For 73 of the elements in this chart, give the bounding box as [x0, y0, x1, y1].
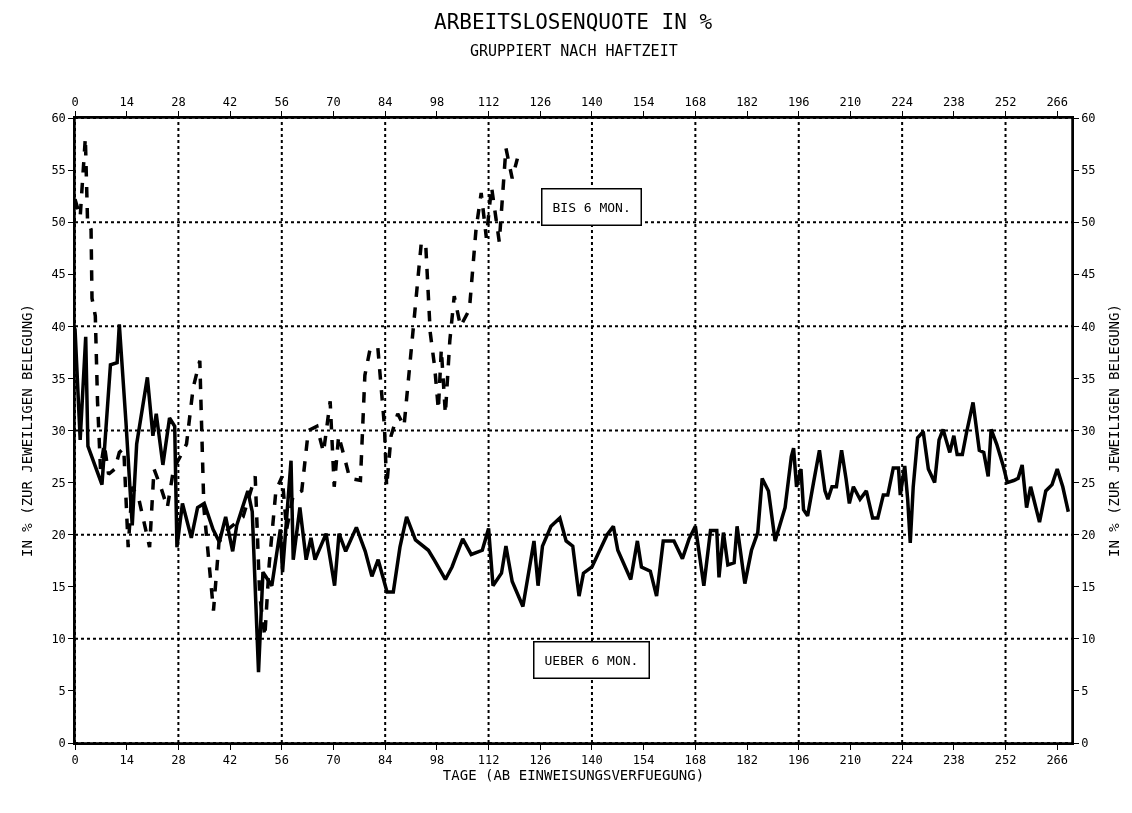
x2-tick-label: 266: [1046, 753, 1069, 768]
x2-tick-label: 28: [171, 753, 186, 768]
x-tick-label: 224: [891, 95, 913, 110]
y2-tick-label: 20: [1081, 527, 1096, 542]
x-tick-label: 238: [943, 95, 965, 110]
x2-tick-label: 0: [71, 753, 79, 768]
y-tick-label: 40: [51, 319, 66, 334]
x-tick-label: 84: [377, 95, 393, 110]
y2-tick-label: 30: [1081, 423, 1096, 438]
x2-tick-label: 84: [377, 753, 393, 768]
x2-tick-label: 126: [529, 753, 552, 768]
x2-tick-label: 42: [222, 753, 238, 768]
chart-title: ARBEITSLOSENQUOTE IN %: [434, 10, 713, 34]
y-tick-label: 30: [51, 423, 66, 438]
x2-tick-label: 14: [119, 753, 134, 768]
x-tick-label: 140: [581, 95, 603, 110]
y-tick-label: 55: [51, 163, 66, 178]
x-tick-label: 112: [477, 95, 500, 110]
y-tick-label: 15: [51, 579, 66, 594]
y2-tick-label: 60: [1081, 111, 1096, 126]
y-tick-label: 25: [51, 475, 66, 490]
x2-tick-label: 98: [429, 753, 445, 768]
x-tick-label: 0: [71, 95, 79, 110]
y2-axis-title: IN % (ZUR JEWEILIGEN BELEGUNG): [1106, 304, 1123, 557]
y2-tick-label: 50: [1081, 215, 1096, 230]
x2-tick-label: 210: [839, 753, 862, 768]
x-tick-label: 196: [787, 95, 810, 110]
x2-tick-label: 182: [736, 753, 758, 768]
text: UEBER 6 MON.: [544, 652, 639, 668]
x-tick-label: 28: [171, 95, 186, 110]
x-tick-label: 70: [326, 95, 341, 110]
x2-tick-label: 196: [787, 753, 810, 768]
x-tick-label: 126: [529, 95, 552, 110]
y-tick-label: 5: [58, 684, 66, 699]
x-tick-label: 252: [994, 95, 1017, 110]
x-tick-label: 98: [429, 95, 445, 110]
x2-tick-label: 112: [477, 753, 500, 768]
chart-subtitle: GRUPPIERT NACH HAFTZEIT: [470, 42, 678, 60]
y2-tick-label: 25: [1081, 475, 1096, 490]
x-tick-label: 56: [274, 95, 290, 110]
y2-tick-label: 55: [1081, 163, 1096, 178]
x2-tick-label: 252: [994, 753, 1017, 768]
x2-tick-label: 224: [891, 753, 913, 768]
x2-tick-label: 168: [684, 753, 707, 768]
y2-tick-label: 35: [1081, 371, 1096, 386]
x-tick-label: 182: [736, 95, 758, 110]
y-tick-label: 10: [51, 632, 66, 647]
y-tick-label: 35: [51, 371, 66, 386]
y2-tick-label: 15: [1081, 579, 1096, 594]
x-tick-label: 168: [684, 95, 707, 110]
x-tick-label: 14: [119, 95, 134, 110]
y2-tick-label: 40: [1081, 319, 1096, 334]
y2-tick-label: 45: [1081, 267, 1096, 282]
x2-tick-label: 140: [581, 753, 603, 768]
x-tick-label: 266: [1046, 95, 1069, 110]
x-tick-label: 210: [839, 95, 862, 110]
x2-tick-label: 56: [274, 753, 290, 768]
y-tick-label: 0: [58, 736, 66, 751]
y2-tick-label: 0: [1081, 736, 1089, 751]
x2-tick-label: 238: [943, 753, 965, 768]
x2-tick-label: 154: [632, 753, 655, 768]
x2-tick-label: 70: [326, 753, 341, 768]
y2-tick-label: 10: [1081, 632, 1096, 647]
y-axis-title: IN % (ZUR JEWEILIGEN BELEGUNG): [19, 304, 36, 557]
y-tick-label: 45: [51, 267, 66, 282]
x-tick-label: 154: [632, 95, 655, 110]
x-tick-label: 42: [222, 95, 238, 110]
x-axis-title: TAGE (AB EINWEISUNGSVERFUEGUNG): [442, 767, 705, 784]
y-tick-label: 20: [51, 527, 66, 542]
text: BIS 6 MON.: [552, 199, 631, 215]
y-tick-label: 50: [51, 215, 66, 230]
y-tick-label: 60: [51, 111, 66, 126]
y2-tick-label: 5: [1081, 684, 1089, 699]
